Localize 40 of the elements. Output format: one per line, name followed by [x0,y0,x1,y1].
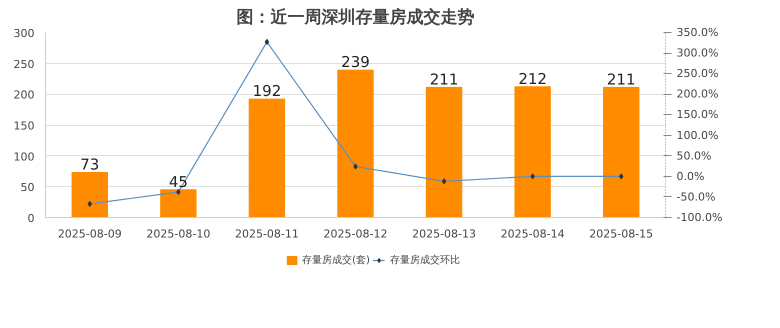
y2-tick-label: 150.0% [676,108,718,122]
data-label: 239 [341,53,370,72]
y-tick-label: 150 [14,120,35,132]
y-tick-label: 250 [14,58,35,71]
y2-tick-label: 50.0% [676,149,712,162]
x-tick-label: 2025-08-09 [58,228,122,240]
legend-label: 存量房成交(套) [302,254,370,267]
bar [603,86,640,218]
x-tick-label: 2025-08-11 [234,228,299,240]
y2-tick-label: 250.0% [676,67,718,80]
y2-tick-label: -100.0% [676,211,722,224]
data-label: 211 [430,70,458,88]
bar [248,98,286,218]
x-tick-label: 2025-08-14 [500,228,565,240]
y-tick-label: 50 [20,181,35,194]
x-tick-label: 2025-08-10 [146,228,210,240]
y-tick-label: 300 [14,27,35,40]
x-tick-label: 2025-08-13 [412,228,476,240]
bar [337,70,374,218]
bar [160,189,197,218]
x-tick-label: 2025-08-15 [589,228,654,240]
y2-tick-label: 350.0% [676,26,718,39]
data-label: 73 [80,155,100,174]
y2-tick-label: 0.0% [676,170,704,183]
y2-tick-label: -50.0% [676,190,716,204]
data-label: 212 [518,70,547,88]
legend-label: 存量房成交环比 [390,254,460,267]
bar [514,86,551,218]
y2-tick-label: 100.0% [676,128,718,142]
x-tick-label: 2025-08-12 [324,228,388,240]
bar [72,172,108,218]
data-label: 211 [606,70,636,88]
bar [426,86,462,218]
y-tick-label: 100 [14,150,35,164]
data-label: 192 [252,82,282,100]
chart-title: 图：近一周深圳存量房成交走势 [236,8,474,28]
y-tick-label: 0 [28,212,34,225]
y2-tick-label: 200.0% [676,88,718,101]
y-tick-label: 200 [14,88,35,102]
y2-tick-label: 300.0% [676,46,718,60]
